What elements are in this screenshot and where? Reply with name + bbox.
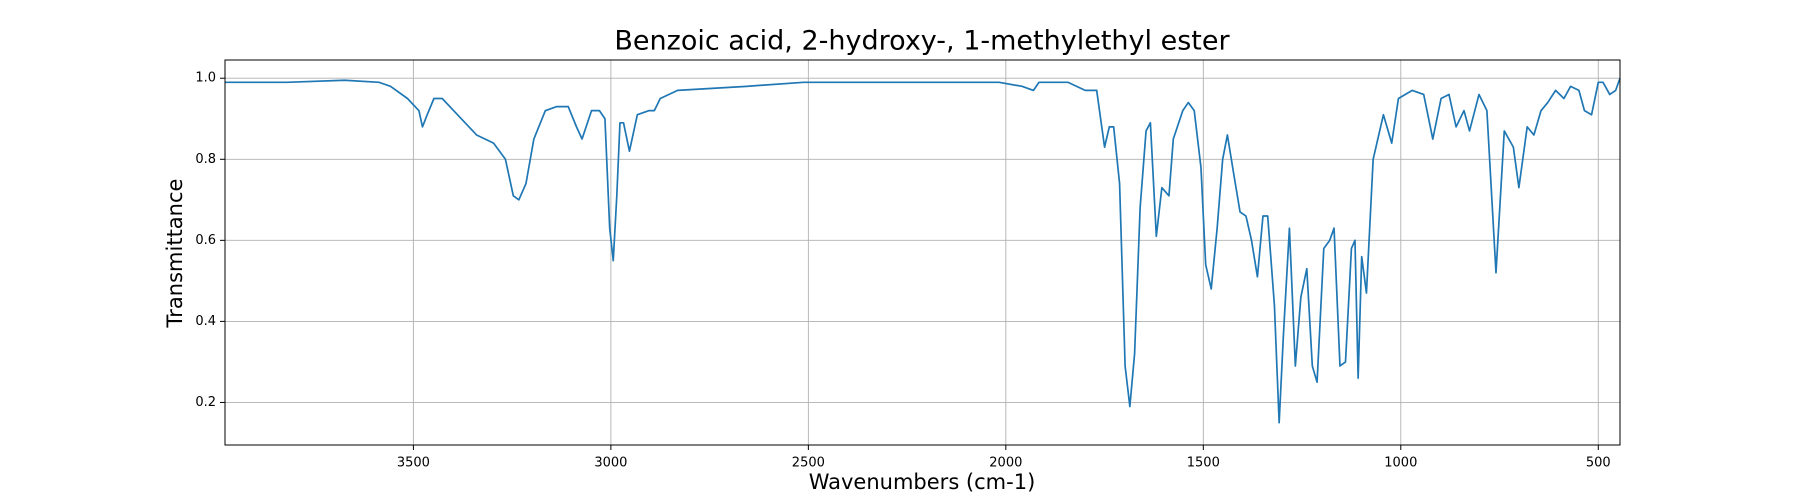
- y-tick-label: 0.6: [195, 233, 216, 248]
- x-tick-label: 2000: [989, 456, 1022, 471]
- x-tick-label: 3000: [594, 456, 627, 471]
- x-axis-label: Wavenumbers (cm-1): [809, 470, 1036, 494]
- y-tick-label: 0.8: [195, 152, 216, 167]
- chart-title: Benzoic acid, 2-hydroxy-, 1-methylethyl …: [614, 26, 1230, 57]
- y-tick-label: 1.0: [195, 71, 216, 86]
- x-tick-label: 2500: [792, 456, 825, 471]
- y-tick-label: 0.2: [195, 395, 216, 410]
- plot-frame: [224, 59, 1621, 446]
- y-tick-label: 0.4: [195, 314, 216, 329]
- spectrum-line: [225, 77, 1621, 424]
- x-tick-label: 1500: [1187, 456, 1220, 471]
- y-axis-label: Transmittance: [163, 179, 187, 329]
- x-tick-label: 3500: [397, 456, 430, 471]
- x-tick-label: 500: [1586, 456, 1611, 471]
- x-tick-label: 1000: [1384, 456, 1417, 471]
